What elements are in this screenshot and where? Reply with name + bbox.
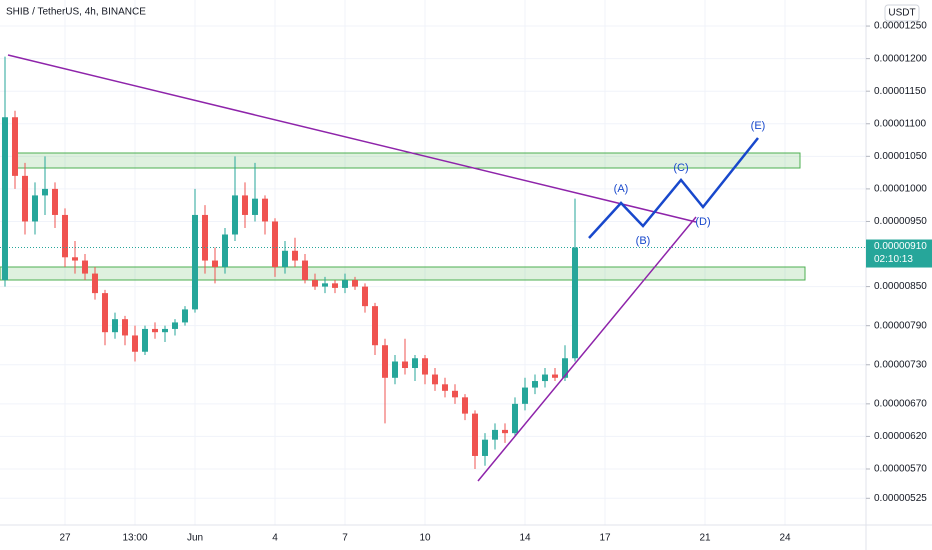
y-tick-label: 0.00000570 [874,464,927,475]
trend-line-upper [7,54,697,223]
candle-body [342,280,348,288]
candle-body [222,234,228,268]
candle-body [452,390,458,398]
candle-body [302,260,308,281]
candle-body [52,188,58,215]
candle-body [482,439,488,456]
y-tick-label: 0.00001000 [874,184,927,195]
currency: USDT [888,8,915,19]
candle-body [292,250,298,261]
candle-body [532,381,538,388]
x-tick-label: 4 [272,533,278,544]
candle-body [332,283,338,288]
y-tick-label: 0.00000620 [874,431,927,442]
x-tick-label: 13:00 [122,533,147,544]
candle-body [462,397,468,414]
candle-body [262,198,268,222]
candle-body [512,403,518,434]
x-tick-label: 17 [599,533,611,544]
candle-body [72,257,78,261]
last-price-tag [866,239,932,268]
chart-title: SHIB / TetherUS, 4h, BINANCE [6,7,146,18]
wave-label: (D) [695,216,710,228]
candle-body [62,214,68,258]
candle-body [382,345,388,378]
wave-label: (B) [636,235,651,247]
candle-body [192,214,198,310]
candle-body [162,328,168,333]
candle-body [432,374,438,385]
x-tick-label: Jun [187,533,203,544]
candle-body [242,195,248,215]
candle-body [122,319,128,336]
candle-body [522,387,528,404]
y-tick-label: 0.00001250 [874,21,927,32]
x-tick-label: 14 [519,533,531,544]
candle-body [102,293,108,333]
candle-body [442,384,448,391]
candle-body [412,358,418,369]
candle-body [82,260,88,274]
candle-body [142,328,148,352]
candle-body [572,247,578,359]
candle-body [172,322,178,329]
candle-body [132,335,138,352]
y-tick-label: 0.00000525 [874,493,927,504]
x-tick-label: 24 [779,533,791,544]
last-price-label: 0.00000910 [874,241,927,252]
wave-label: (E) [751,120,766,132]
x-tick-label: 21 [699,533,711,544]
candle-body [252,198,258,215]
candle-body [542,374,548,382]
support-zone [0,266,806,281]
y-tick-label: 0.00000950 [874,216,927,227]
x-tick-label: 27 [59,533,71,544]
candle-body [402,361,408,369]
candle-body [552,374,558,378]
countdown: 02:10:13 [874,254,913,265]
candle-body [152,328,158,333]
candle-body [182,309,188,323]
candle-body [2,117,8,281]
candle-body [42,188,48,196]
currency-box [884,4,920,22]
y-tick-label: 0.00000790 [874,320,927,331]
candle-body [392,361,398,378]
candle-body [202,214,208,261]
candle-body [212,260,218,268]
candle-body [422,358,428,375]
candle-body [472,413,478,456]
candle-body [12,117,18,176]
candle-body [502,429,508,434]
candle-body [112,319,118,333]
candle-body [352,280,358,287]
candle-body [22,175,28,222]
x-tick-label: 10 [419,533,431,544]
candle-body [92,273,98,294]
y-tick-label: 0.00001150 [874,86,927,97]
wave-path [588,137,759,239]
y-tick-label: 0.00000850 [874,281,927,292]
candle-body [312,280,318,287]
candle-body [362,286,368,307]
candle-body [322,283,328,287]
candle-body [32,195,38,222]
candle-body [372,306,378,346]
candle-body [562,358,568,378]
candle-body [232,195,238,235]
candle-body [282,250,288,268]
y-tick-label: 0.00000730 [874,359,927,370]
x-tick-label: 7 [342,533,348,544]
wave-label: (C) [673,162,688,174]
y-tick-label: 0.00001100 [874,118,927,129]
y-tick-label: 0.00001050 [874,151,927,162]
trend-line-lower [477,216,697,482]
candle-body [492,429,498,440]
y-tick-label: 0.00000670 [874,398,927,409]
candle-body [272,221,278,268]
y-tick-label: 0.00001200 [874,53,927,64]
wave-label: (A) [614,183,629,195]
